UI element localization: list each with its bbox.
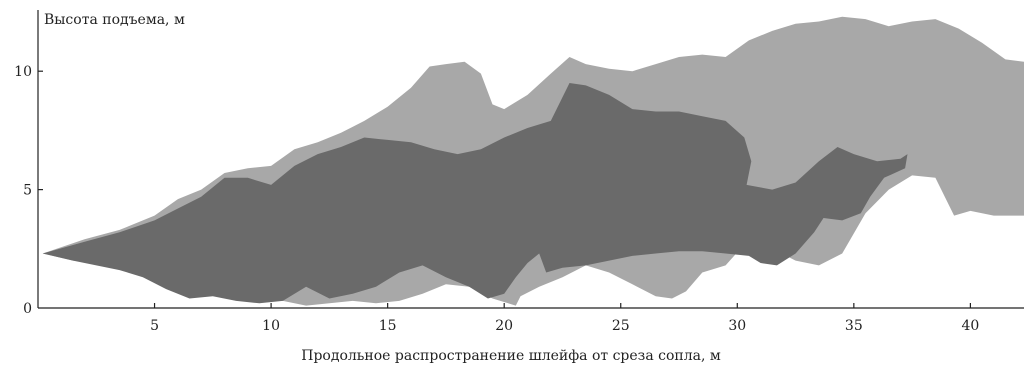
y-tick-label: 5 <box>23 183 32 199</box>
x-tick-label: 5 <box>150 318 159 334</box>
x-tick-label: 25 <box>612 318 630 334</box>
plot-areas <box>42 16 1024 306</box>
x-tick-label: 30 <box>728 318 746 334</box>
plume-region-2 <box>42 83 908 304</box>
y-axis-title: Высота подъема, м <box>44 12 185 28</box>
x-tick-label: 15 <box>379 318 397 334</box>
y-tick-label: 10 <box>14 64 32 80</box>
axes <box>37 10 1024 309</box>
x-tick-label: 35 <box>845 318 863 334</box>
x-tick-label: 40 <box>961 318 979 334</box>
y-tick-label: 0 <box>23 301 32 317</box>
ticks: 5 10 15 20 25 30 35 40 0 5 10 <box>14 64 979 334</box>
x-tick-label: 10 <box>262 318 280 334</box>
x-tick-label: 20 <box>495 318 513 334</box>
x-axis-title: Продольное распространение шлейфа от сре… <box>301 348 721 364</box>
